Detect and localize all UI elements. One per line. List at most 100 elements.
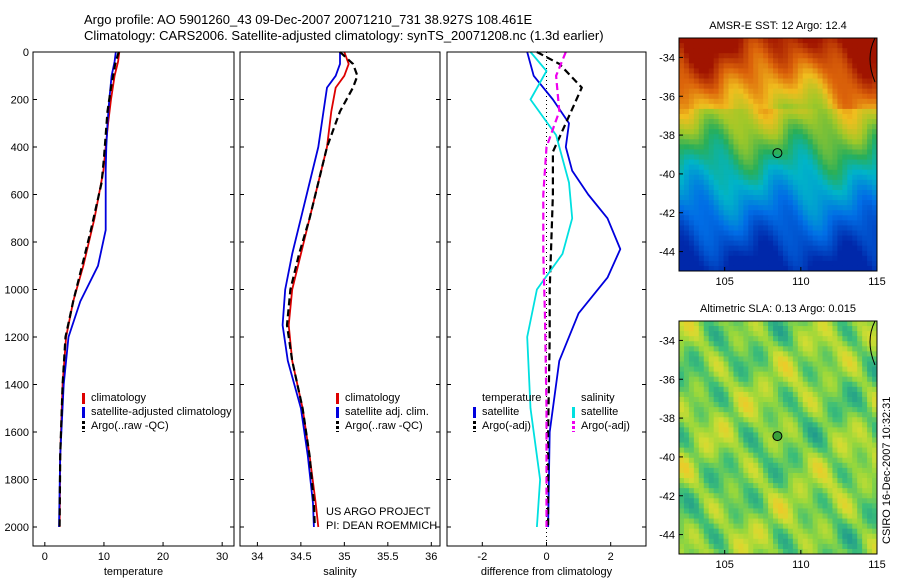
- map-cell: [733, 255, 739, 262]
- map-cell: [763, 179, 769, 186]
- map-cell: [862, 235, 868, 242]
- map-cell: [857, 366, 863, 373]
- map-cell: [827, 523, 834, 530]
- map-cell: [862, 412, 868, 418]
- map-cell: [842, 73, 848, 80]
- map-cell: [758, 361, 764, 368]
- map-cell: [718, 483, 725, 489]
- map-cell: [683, 523, 690, 530]
- map-cell: [693, 169, 700, 176]
- map-cell: [773, 483, 779, 489]
- map-cell: [792, 508, 799, 515]
- map-cell: [679, 518, 685, 525]
- map-cell: [708, 108, 715, 115]
- map-cell: [802, 179, 809, 186]
- map-cell: [743, 523, 749, 530]
- map-cell: [867, 356, 873, 363]
- map-cell: [698, 396, 705, 403]
- map-cell: [782, 321, 789, 327]
- map-cell: [728, 195, 735, 201]
- map-cell: [703, 68, 710, 75]
- map-cell: [708, 103, 715, 110]
- map-cell: [822, 235, 829, 242]
- map-cell: [842, 427, 848, 434]
- map-cell: [733, 129, 739, 135]
- map-cell: [763, 371, 769, 378]
- map-cell: [748, 503, 754, 510]
- map-cell: [703, 543, 710, 550]
- map-cell: [743, 195, 749, 201]
- map-cell: [807, 508, 814, 515]
- map-cell: [763, 376, 769, 383]
- map-cell: [837, 513, 843, 520]
- map-cell: [688, 83, 695, 90]
- map-cell: [847, 472, 853, 479]
- map-cell: [758, 88, 764, 95]
- map-cell: [857, 78, 863, 85]
- map-cell: [802, 386, 809, 393]
- map-cell: [787, 346, 794, 352]
- map-cell: [753, 250, 759, 257]
- map-cell: [693, 58, 700, 64]
- map-cell: [738, 533, 744, 540]
- legend-sal-argo: Argo(-adj): [572, 419, 630, 433]
- map-cell: [773, 119, 779, 125]
- map-cell: [837, 503, 843, 510]
- map-cell: [733, 523, 739, 530]
- temperature-panel: 0 10 20 30temperature0200400600800100012001…: [5, 47, 235, 578]
- map-cell: [797, 98, 804, 105]
- map-cell: [787, 205, 794, 211]
- map-cell: [733, 381, 739, 388]
- map-cell: [679, 543, 685, 550]
- map-cell: [812, 63, 819, 69]
- map-cell: [753, 134, 759, 140]
- map-cell: [753, 129, 759, 135]
- map-cell: [728, 78, 735, 85]
- map-cell: [718, 467, 725, 474]
- map-cell: [713, 265, 720, 271]
- map-cell: [867, 205, 873, 211]
- map-cell: [787, 210, 794, 216]
- map-cell: [792, 230, 799, 237]
- map-cell: [748, 483, 754, 489]
- map-cell: [693, 462, 700, 469]
- map-cell: [847, 366, 853, 373]
- map-cell: [782, 407, 789, 413]
- map-cell: [753, 119, 759, 125]
- map-cell: [763, 184, 769, 191]
- map-cell: [763, 412, 769, 418]
- map-cell: [713, 498, 720, 504]
- map-cell: [768, 422, 774, 428]
- map-cell: [753, 43, 759, 49]
- map-cell: [723, 205, 730, 211]
- map-cell: [797, 407, 804, 413]
- map-cell: [703, 407, 710, 413]
- map-cell: [797, 63, 804, 69]
- map-cell: [688, 356, 695, 363]
- map-cell: [753, 346, 759, 352]
- map-cell: [723, 447, 730, 454]
- map-cell: [713, 376, 720, 383]
- map-cell: [743, 113, 749, 120]
- map-cell: [832, 412, 838, 418]
- legend-swatch: [82, 392, 85, 404]
- argo-position-marker: [772, 148, 783, 159]
- map-cell: [708, 366, 715, 373]
- map-cell: [792, 255, 799, 262]
- map-cell: [797, 528, 804, 535]
- map-cell: [778, 447, 784, 454]
- map-cell: [827, 164, 834, 171]
- map-cell: [698, 386, 705, 393]
- map-cell: [713, 447, 720, 454]
- map-cell: [768, 154, 774, 161]
- map-cell: [763, 124, 769, 130]
- map-cell: [852, 154, 858, 161]
- map-cell: [683, 422, 690, 428]
- series-line: [285, 51, 359, 528]
- map-cell: [773, 488, 779, 494]
- map-cell: [718, 68, 725, 75]
- map-cell: [832, 437, 838, 444]
- map-cell: [753, 169, 759, 176]
- map-cell: [867, 113, 873, 120]
- map-cell: [867, 371, 873, 378]
